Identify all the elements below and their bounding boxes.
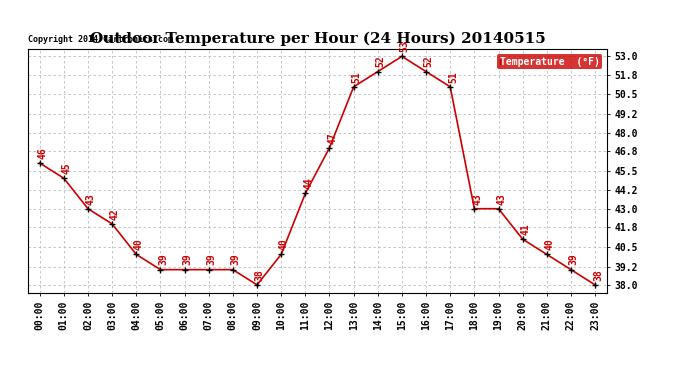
Text: 40: 40 — [544, 238, 555, 250]
Text: 52: 52 — [424, 56, 434, 68]
Text: 52: 52 — [375, 56, 386, 68]
Text: 51: 51 — [351, 71, 362, 82]
Text: 51: 51 — [448, 71, 458, 82]
Text: 40: 40 — [279, 238, 289, 250]
Text: 38: 38 — [255, 269, 265, 281]
Text: 39: 39 — [182, 254, 193, 266]
Text: 39: 39 — [158, 254, 168, 266]
Text: 45: 45 — [61, 162, 72, 174]
Text: 39: 39 — [569, 254, 579, 266]
Legend: Temperature  (°F): Temperature (°F) — [497, 54, 602, 69]
Text: 43: 43 — [86, 193, 96, 204]
Text: Copyright 2014 Cartronics.com: Copyright 2014 Cartronics.com — [28, 35, 172, 44]
Text: 47: 47 — [327, 132, 337, 144]
Text: 39: 39 — [230, 254, 241, 266]
Text: 38: 38 — [593, 269, 603, 281]
Text: 43: 43 — [496, 193, 506, 204]
Title: Outdoor Temperature per Hour (24 Hours) 20140515: Outdoor Temperature per Hour (24 Hours) … — [90, 32, 545, 46]
Text: 46: 46 — [37, 147, 48, 159]
Text: 43: 43 — [472, 193, 482, 204]
Text: 41: 41 — [520, 223, 531, 235]
Text: 42: 42 — [110, 208, 120, 220]
Text: 39: 39 — [206, 254, 217, 266]
Text: 53: 53 — [400, 40, 410, 52]
Text: 44: 44 — [303, 177, 313, 189]
Text: 40: 40 — [134, 238, 144, 250]
